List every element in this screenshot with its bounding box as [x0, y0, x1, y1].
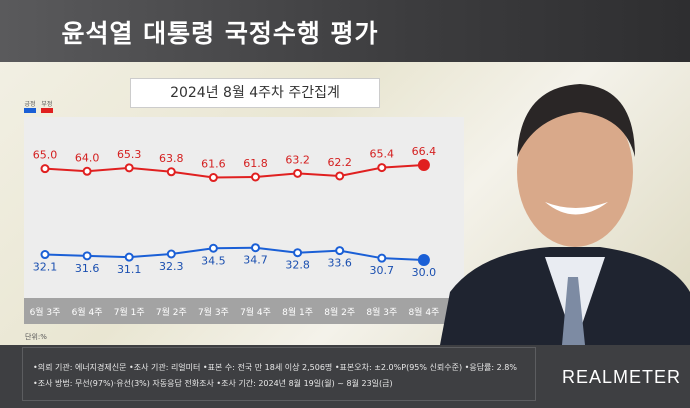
data-point [40, 164, 50, 174]
x-tick-label: 7월 2주 [156, 306, 187, 318]
data-label: 31.6 [75, 262, 100, 275]
data-point [377, 253, 387, 263]
legend-swatch [40, 108, 53, 113]
data-label: 64.0 [75, 151, 100, 164]
data-label: 63.2 [285, 153, 310, 166]
legend: 긍정 부정 [24, 99, 56, 113]
legend-label: 부정 [41, 101, 53, 108]
data-point [417, 158, 430, 171]
data-point [335, 171, 345, 181]
president-photo [440, 84, 690, 345]
brand-logo: REALMETER [562, 367, 682, 387]
data-label: 32.1 [33, 261, 58, 274]
line-chart: 6월 3주 6월 4주 7월 1주 7월 2주 7월 3주 7월 4주 8월 1주 8월 2주… [30, 145, 440, 318]
data-point [82, 251, 92, 261]
data-label: 62.2 [327, 156, 352, 169]
data-point [124, 163, 134, 173]
title-bar: 윤석열 대통령 국정수행 평가 [0, 0, 690, 62]
data-label: 32.3 [159, 260, 184, 273]
data-point [293, 168, 303, 178]
x-tick-label: 8월 2주 [324, 306, 355, 318]
x-tick-label: 7월 3주 [198, 306, 229, 318]
data-label: 61.6 [201, 158, 226, 171]
legend-disapprove: 부정 [40, 99, 53, 113]
x-axis-band [24, 298, 464, 324]
data-label: 30.0 [412, 266, 437, 279]
legend-approve: 긍정 [24, 99, 36, 113]
data-label: 61.8 [243, 157, 268, 170]
data-label: 63.8 [159, 152, 184, 165]
data-point [124, 252, 134, 262]
data-point [208, 173, 218, 183]
data-point [166, 249, 176, 259]
unit-label: 단위:% [25, 333, 47, 341]
footer: •의뢰 기관: 에너지경제신문 •조사 기관: 리얼미터 •표본 수: 전국 만… [0, 345, 690, 408]
data-label: 32.8 [285, 259, 310, 272]
subtitle: 2024년 8월 4주차 주간집계 [130, 78, 380, 108]
series-line-1 [44, 163, 424, 179]
data-label: 31.1 [117, 263, 142, 276]
data-point [417, 254, 430, 266]
x-tick-label: 6월 4주 [72, 306, 103, 318]
survey-info-line-2: •조사 방법: 무선(97%)·유선(3%) 자동응답 전화조사 •조사 기간:… [33, 379, 393, 388]
data-point [335, 246, 345, 256]
plot-area [24, 117, 464, 298]
data-point [40, 250, 50, 260]
data-label: 65.3 [117, 148, 142, 161]
data-label: 65.0 [33, 149, 58, 162]
data-label: 34.5 [201, 254, 226, 267]
data-label: 34.7 [243, 254, 268, 267]
x-tick-label: 8월 3주 [366, 306, 397, 318]
data-point [377, 163, 387, 173]
legend-swatch [24, 108, 36, 113]
data-point [166, 167, 176, 177]
series-line-0 [44, 246, 424, 261]
x-tick-label: 7월 1주 [114, 306, 145, 318]
data-point [82, 166, 92, 176]
survey-info-box: •의뢰 기관: 에너지경제신문 •조사 기관: 리얼미터 •표본 수: 전국 만… [22, 347, 536, 401]
data-label: 33.6 [327, 257, 352, 270]
x-tick-label: 8월 1주 [282, 306, 313, 318]
x-tick-label: 7월 4주 [240, 306, 271, 318]
legend-label: 긍정 [24, 101, 36, 108]
page-title: 윤석열 대통령 국정수행 평가 [61, 19, 379, 48]
data-point [208, 243, 218, 253]
survey-info-line-1: •의뢰 기관: 에너지경제신문 •조사 기관: 리얼미터 •표본 수: 전국 만… [33, 363, 517, 372]
data-point [251, 172, 260, 182]
x-tick-label: 8월 4주 [408, 306, 439, 318]
data-point [293, 248, 303, 258]
data-point [251, 243, 260, 253]
x-tick-label: 6월 3주 [30, 306, 61, 318]
data-label: 65.4 [370, 148, 395, 161]
data-label: 66.4 [412, 145, 437, 158]
data-label: 30.7 [370, 264, 395, 277]
